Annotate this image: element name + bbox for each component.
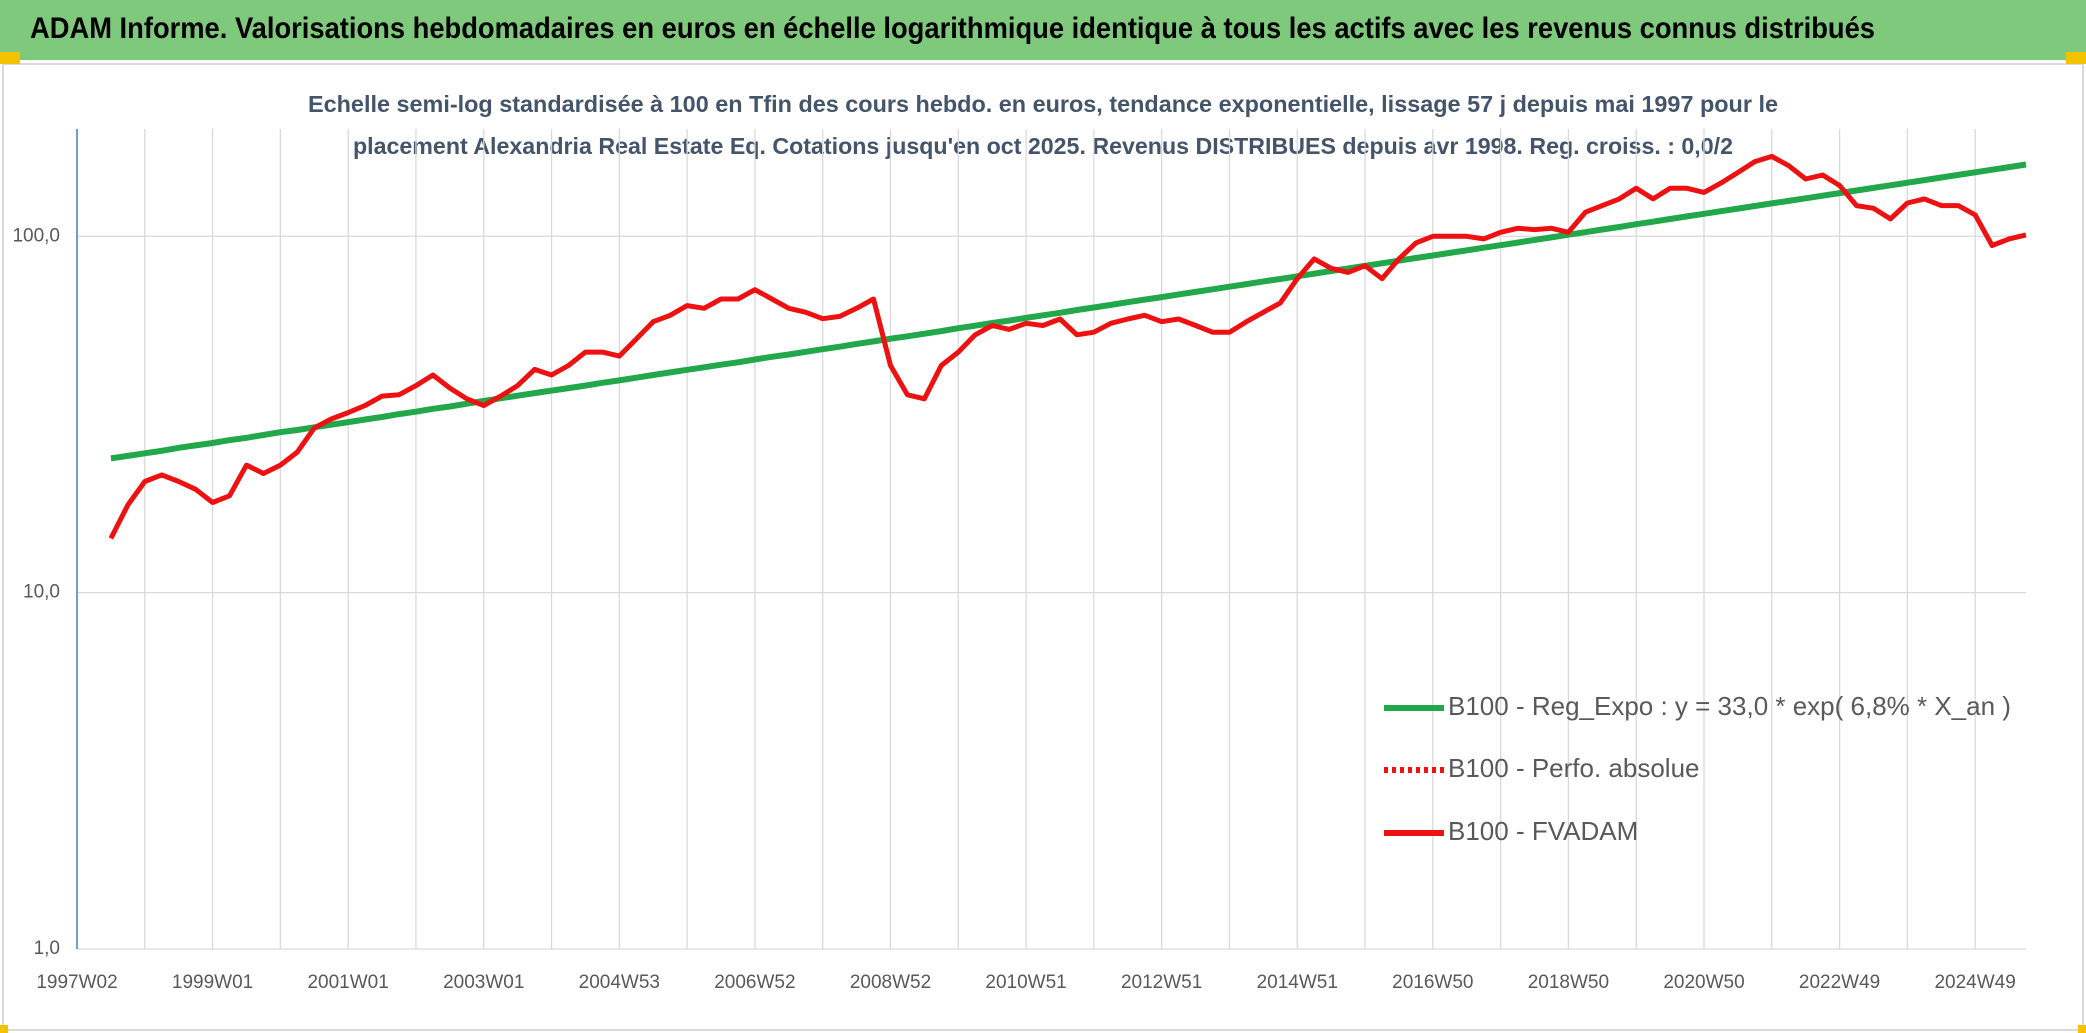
x-tick-label: 2010W51 bbox=[985, 972, 1066, 993]
series-line bbox=[108, 153, 2027, 540]
x-tick-label: 1997W02 bbox=[36, 972, 117, 993]
x-tick-label: 2001W01 bbox=[307, 972, 388, 993]
chart-title: Echelle semi-log standardisée à 100 en T… bbox=[308, 91, 1778, 117]
corner bbox=[2066, 52, 2086, 64]
legend-label: B100 - Reg_Expo : y = 33,0 * exp( 6,8% *… bbox=[1448, 691, 2011, 721]
x-tick-label: 2020W50 bbox=[1663, 972, 1744, 993]
x-tick-label: 2012W51 bbox=[1121, 972, 1202, 993]
chart-frame bbox=[2, 63, 2084, 1031]
x-tick-label: 2022W49 bbox=[1799, 972, 1880, 993]
legend-label: B100 - FVADAM bbox=[1448, 816, 1638, 846]
corner bbox=[0, 1025, 8, 1033]
x-tick-label: 1999W01 bbox=[172, 972, 253, 993]
x-tick-label: 2014W51 bbox=[1257, 972, 1338, 993]
x-tick-label: 2024W49 bbox=[1934, 972, 2015, 993]
banner bbox=[0, 0, 2086, 60]
chart-title: placement Alexandria Real Estate Eq. Cot… bbox=[353, 133, 1733, 159]
y-tick-label: 100,0 bbox=[12, 225, 60, 246]
x-tick-label: 2004W53 bbox=[579, 972, 660, 993]
x-tick-label: 2003W01 bbox=[443, 972, 524, 993]
series-line bbox=[110, 161, 2027, 462]
x-tick-label: 2008W52 bbox=[850, 972, 931, 993]
corner bbox=[2078, 1025, 2086, 1033]
y-tick-label: 10,0 bbox=[23, 582, 60, 603]
y-tick-label: 1,0 bbox=[34, 938, 60, 959]
page-title: ADAM Informe. Valorisations hebdomadaire… bbox=[30, 12, 1875, 45]
x-tick-label: 2016W50 bbox=[1392, 972, 1473, 993]
x-tick-label: 2018W50 bbox=[1528, 972, 1609, 993]
legend-label: B100 - Perfo. absolue bbox=[1448, 753, 1700, 783]
x-tick-label: 2006W52 bbox=[714, 972, 795, 993]
corner bbox=[0, 52, 20, 64]
